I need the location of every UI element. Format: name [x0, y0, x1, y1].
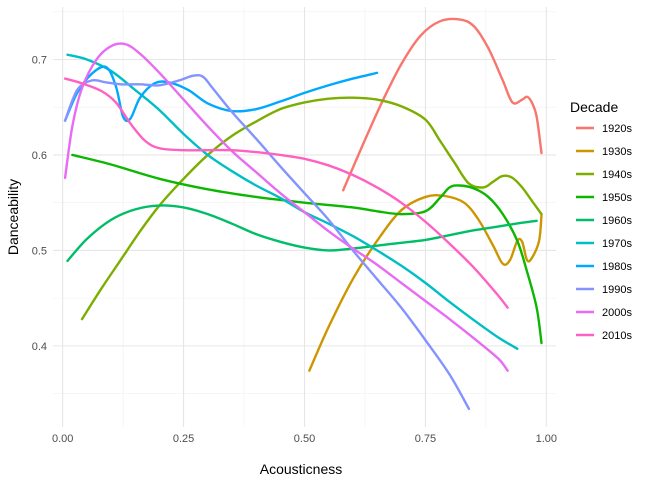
legend-label-1930s: 1930s [602, 146, 632, 158]
x-tick-label: 0.75 [415, 433, 436, 445]
x-tick-label: 0.50 [294, 433, 315, 445]
y-tick-label: 0.5 [32, 245, 47, 257]
legend-label-2010s: 2010s [602, 330, 632, 342]
y-tick-labels: 0.4 0.5 0.6 0.7 [32, 55, 47, 353]
x-tick-label: 1.00 [536, 433, 557, 445]
x-tick-label: 0.00 [52, 433, 73, 445]
series-line-1940s [80, 96, 543, 321]
legend-label-1950s: 1950s [602, 192, 632, 204]
legend-label-1980s: 1980s [602, 261, 632, 273]
legend-items: 1920s 1930s 1940s 1950s 1960s 1970s 1980s 1990s… [576, 123, 632, 342]
legend-label-1920s: 1920s [602, 123, 632, 135]
series-line-1930s [308, 194, 543, 372]
y-tick-label: 0.4 [32, 341, 47, 353]
legend-label-1970s: 1970s [602, 238, 632, 250]
series-line-1960s [66, 204, 538, 263]
series-line-1970s [66, 53, 519, 350]
legend-label-2000s: 2000s [602, 307, 632, 319]
series-line-1920s [341, 17, 543, 192]
legend-label-1940s: 1940s [602, 169, 632, 181]
legend: Decade 1920s 1930s 1940s 1950s 1960s 1970s 198… [570, 99, 632, 342]
y-tick-label: 0.6 [32, 150, 47, 162]
x-tick-labels: 0.00 0.25 0.50 0.75 1.00 [52, 433, 557, 445]
x-axis-title: Acousticness [260, 461, 342, 477]
y-axis-title: Danceability [5, 179, 21, 255]
legend-label-1960s: 1960s [602, 215, 632, 227]
legend-title: Decade [570, 99, 618, 115]
series-line-1990s [63, 73, 471, 411]
y-tick-label: 0.7 [32, 55, 47, 67]
series-line-2010s [63, 77, 509, 309]
major-gridlines [53, 7, 556, 427]
legend-label-1990s: 1990s [602, 284, 632, 296]
series-lines [63, 17, 543, 411]
x-tick-label: 0.25 [173, 433, 194, 445]
series-line-1950s [71, 153, 543, 345]
series-line-2000s [63, 42, 509, 372]
